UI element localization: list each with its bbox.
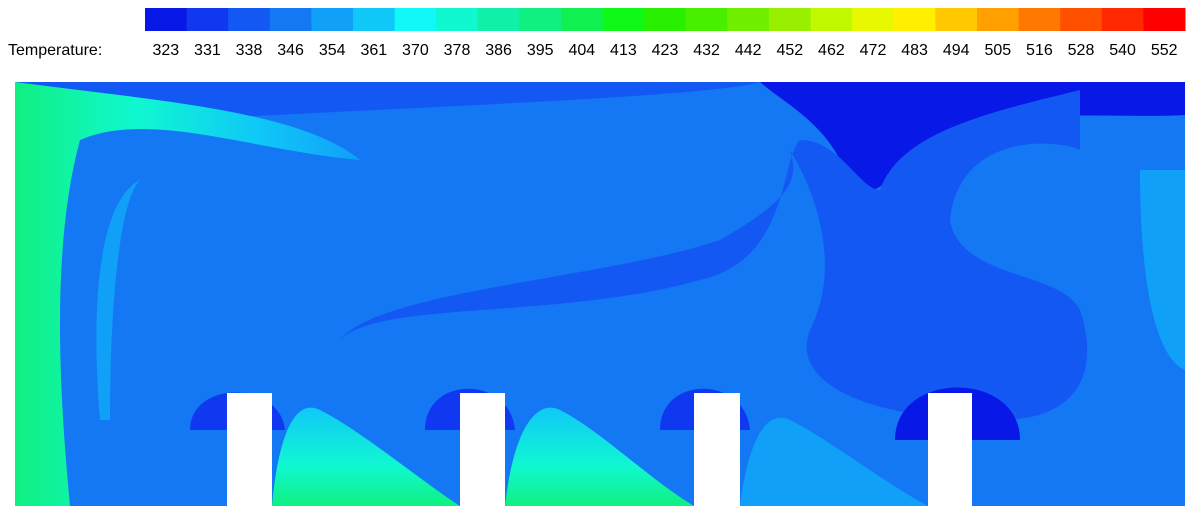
legend-level: 423 bbox=[652, 42, 679, 59]
legend-swatch bbox=[1018, 8, 1061, 31]
legend-level: 432 bbox=[693, 42, 720, 59]
legend-swatch bbox=[893, 8, 936, 31]
legend-swatch bbox=[977, 8, 1020, 31]
legend-level: 483 bbox=[901, 42, 928, 59]
band bbox=[96, 180, 140, 420]
legend-swatch bbox=[269, 8, 312, 31]
legend-swatch bbox=[145, 8, 188, 31]
legend-swatch bbox=[810, 8, 853, 31]
legend-level: 442 bbox=[735, 42, 762, 59]
legend-level: 505 bbox=[984, 42, 1011, 59]
legend-swatch bbox=[477, 8, 520, 31]
legend-swatch bbox=[519, 8, 562, 31]
legend-swatch bbox=[228, 8, 271, 31]
legend-swatch bbox=[1060, 8, 1103, 31]
legend-level: 494 bbox=[943, 42, 970, 59]
warm-plume bbox=[272, 407, 460, 506]
legend-swatch bbox=[311, 8, 354, 31]
obstacle bbox=[694, 393, 740, 506]
color-legend: 323 331 338 346 354 361 370 378 386 395 404 413 423 4… bbox=[145, 8, 1186, 59]
warm-edge bbox=[15, 82, 360, 506]
legend-swatch bbox=[186, 8, 229, 31]
legend-level: 395 bbox=[527, 42, 554, 59]
legend-label: Temperature: bbox=[8, 42, 102, 59]
obstacle bbox=[227, 393, 272, 506]
legend-level: 552 bbox=[1151, 42, 1178, 59]
legend-swatch bbox=[353, 8, 396, 31]
legend-level: 413 bbox=[610, 42, 637, 59]
legend-level: 378 bbox=[444, 42, 471, 59]
legend-level: 452 bbox=[776, 42, 803, 59]
legend-swatch bbox=[769, 8, 812, 31]
band bbox=[340, 90, 1088, 420]
legend-level: 346 bbox=[277, 42, 304, 59]
legend-swatch bbox=[852, 8, 895, 31]
legend-level: 528 bbox=[1068, 42, 1095, 59]
legend-swatch bbox=[394, 8, 437, 31]
legend-swatch bbox=[436, 8, 479, 31]
obstacle bbox=[460, 393, 505, 506]
legend-swatch bbox=[644, 8, 687, 31]
legend-swatch bbox=[685, 8, 728, 31]
legend-level: 354 bbox=[319, 42, 346, 59]
obstacle bbox=[928, 393, 972, 506]
legend-level: 370 bbox=[402, 42, 429, 59]
legend-level: 361 bbox=[360, 42, 387, 59]
warm-plume bbox=[740, 417, 928, 506]
legend-level: 516 bbox=[1026, 42, 1053, 59]
legend-swatch bbox=[935, 8, 978, 31]
legend-level: 472 bbox=[860, 42, 887, 59]
legend-swatch bbox=[1101, 8, 1144, 31]
legend-level: 331 bbox=[194, 42, 221, 59]
legend-swatch bbox=[602, 8, 645, 31]
contour-field bbox=[15, 82, 1185, 506]
legend-swatch bbox=[727, 8, 770, 31]
legend-level: 404 bbox=[568, 42, 595, 59]
legend-level: 338 bbox=[236, 42, 263, 59]
legend-level: 323 bbox=[152, 42, 179, 59]
legend-level: 386 bbox=[485, 42, 512, 59]
legend-swatch bbox=[561, 8, 604, 31]
legend-level: 540 bbox=[1109, 42, 1136, 59]
legend-swatch bbox=[1143, 8, 1186, 31]
band bbox=[1140, 170, 1185, 370]
band bbox=[120, 158, 710, 300]
legend-level: 462 bbox=[818, 42, 845, 59]
warm-plume bbox=[505, 407, 694, 506]
